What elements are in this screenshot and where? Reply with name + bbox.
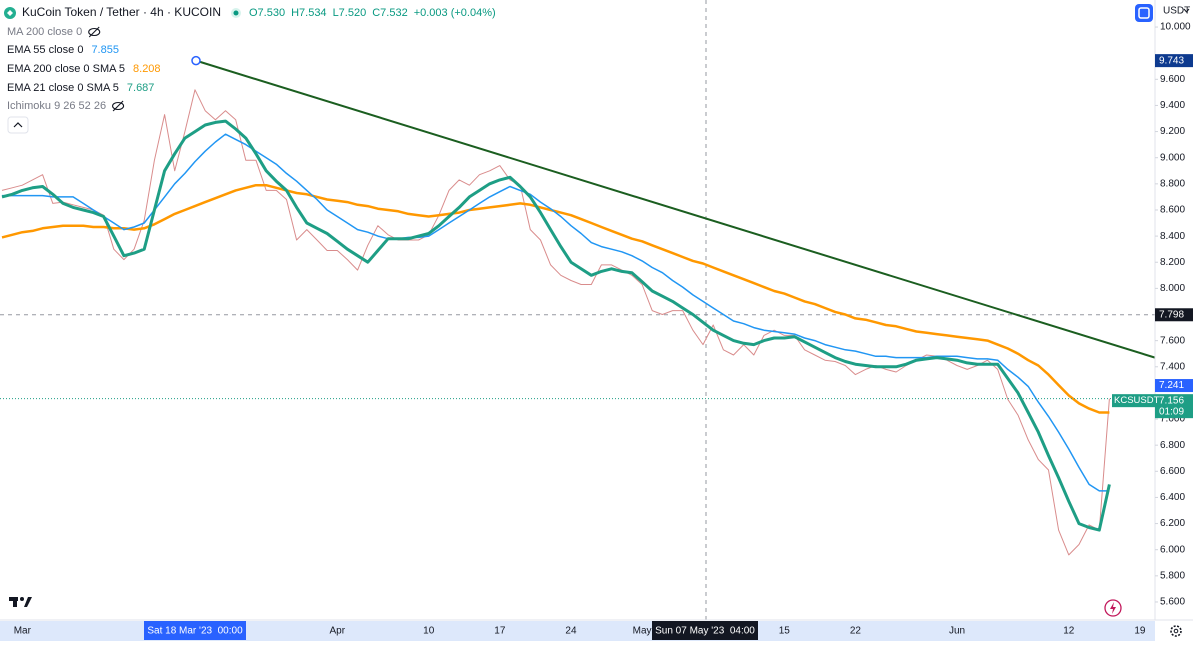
ohlc-value: O7.530 (249, 7, 285, 19)
x-tick-label: 22 (850, 626, 862, 637)
trend-anchor[interactable] (191, 55, 201, 66)
price-flag-label: 7.156 (1159, 395, 1184, 406)
y-tick-label: 6.400 (1160, 492, 1185, 503)
price-flag-label: 7.798 (1159, 309, 1184, 320)
y-tick-label: 6.000 (1160, 544, 1185, 555)
price-flag-label: 9.743 (1159, 55, 1184, 66)
ohlc-value: C7.532 (372, 7, 407, 19)
logo-part (20, 597, 24, 601)
visibility-toggle[interactable] (88, 27, 101, 37)
series-line[interactable] (1, 89, 1110, 556)
price-flag (1155, 379, 1193, 393)
legend-value: 7.687 (127, 82, 155, 94)
logo-part (24, 597, 32, 607)
countdown-label: 01:09 (1159, 406, 1184, 417)
y-tick-label: 8.400 (1160, 231, 1185, 242)
x-tick-label: 10 (423, 626, 435, 637)
trend-line[interactable] (195, 59, 1156, 359)
legend-value: 8.208 (133, 63, 161, 75)
x-tick-label: 19 (1134, 626, 1146, 637)
y-tick-label: 6.800 (1160, 440, 1185, 451)
selected-time-flag (144, 621, 246, 640)
y-tick-label: 6.600 (1160, 466, 1185, 477)
price-change: +0.003 (+0.04%) (414, 7, 496, 19)
x-tick-label: Apr (329, 626, 345, 637)
legend-name[interactable]: MA 200 close 0 (7, 26, 82, 38)
y-tick-label: 8.000 (1160, 283, 1185, 294)
legend-name[interactable]: EMA 55 close 0 (7, 44, 83, 56)
price-flag-label: 7.241 (1159, 380, 1184, 391)
symbol-logo-mark (7, 10, 13, 16)
ohlc-values: O7.530 H7.534 L7.520 C7.532 +0.003 (+0.04%) (230, 7, 496, 19)
y-tick-label: 5.600 (1160, 597, 1185, 608)
crosshair-time-label: Sun 07 May '23 04:00 (655, 626, 755, 637)
y-tick-label: 7.000 (1160, 414, 1185, 425)
y-tick-label: 9.600 (1160, 74, 1185, 85)
crosshair-time-flag (652, 621, 758, 640)
x-tick-label: 12 (1063, 626, 1075, 637)
price-flag (1155, 308, 1193, 322)
ohlc-value: H7.534 (291, 7, 326, 19)
time-axis-strip (0, 621, 1155, 641)
indicator-legend: MA 200 close 0 EMA 55 close 0 7.855 EMA 200… (7, 26, 161, 112)
currency-label[interactable]: USDT (1163, 6, 1190, 17)
x-tick-label: 17 (494, 626, 506, 637)
visibility-off-stroke (112, 100, 124, 112)
visibility-toggle[interactable] (112, 101, 125, 111)
y-tick-label: 5.800 (1160, 570, 1185, 581)
y-tick-label: 9.400 (1160, 100, 1185, 111)
series-line[interactable] (1, 183, 1110, 414)
x-tick-label: Mar (14, 626, 32, 637)
market-status-dot (233, 10, 239, 16)
chart-settings-button[interactable] (1135, 4, 1153, 22)
currency-dropdown (1183, 8, 1190, 13)
legend-name[interactable]: Ichimoku 9 26 52 26 (7, 100, 106, 112)
y-tick-label: 9.200 (1160, 126, 1185, 137)
symbol-tag-label: KCSUSDT (1114, 395, 1160, 406)
y-tick-label: 7.400 (1160, 361, 1185, 372)
ohlc-value: L7.520 (333, 7, 367, 19)
y-tick-label: 8.600 (1160, 205, 1185, 216)
axes: 10.000 9.600 9.400 9.200 9.000 8.800 8.600 8.40… (14, 22, 1193, 640)
y-tick-label: 8.200 (1160, 257, 1185, 268)
series-line[interactable] (2, 133, 1110, 492)
x-tick-label: 24 (565, 626, 577, 637)
visibility-off-stroke (88, 26, 100, 38)
y-tick-label: 7.600 (1160, 335, 1185, 346)
collapse-icon (13, 122, 23, 128)
plot-area (0, 0, 1156, 620)
y-tick-label: 8.800 (1160, 178, 1185, 189)
price-flag (1155, 54, 1193, 68)
axis-settings-icon (1173, 628, 1179, 634)
symbol-tag (1112, 394, 1155, 408)
y-tick-label: 6.200 (1160, 518, 1185, 529)
x-tick-label: 15 (779, 626, 791, 637)
price-flag (1155, 394, 1193, 419)
x-tick-label: May (633, 626, 652, 637)
y-tick-label: 10.000 (1160, 22, 1191, 33)
y-tick-label: 9.000 (1160, 152, 1185, 163)
selected-time-label: Sat 18 Mar '23 00:00 (147, 626, 243, 637)
collapse-legend-button[interactable] (7, 116, 29, 134)
logo-part (13, 597, 17, 607)
alerts-icon (1110, 602, 1116, 614)
series-line[interactable] (1, 119, 1111, 532)
legend-name[interactable]: EMA 200 close 0 SMA 5 (7, 63, 125, 75)
legend-value: 7.855 (91, 44, 119, 56)
legend-name[interactable]: EMA 21 close 0 SMA 5 (7, 82, 119, 94)
tradingview-logo[interactable] (9, 597, 32, 607)
x-tick-label: Jun (949, 626, 965, 637)
axis-settings-button[interactable] (1170, 625, 1182, 637)
symbol-title[interactable]: KuCoin Token / Tether · 4h · KUCOIN (22, 5, 221, 19)
chart-settings-icon (1138, 7, 1150, 19)
